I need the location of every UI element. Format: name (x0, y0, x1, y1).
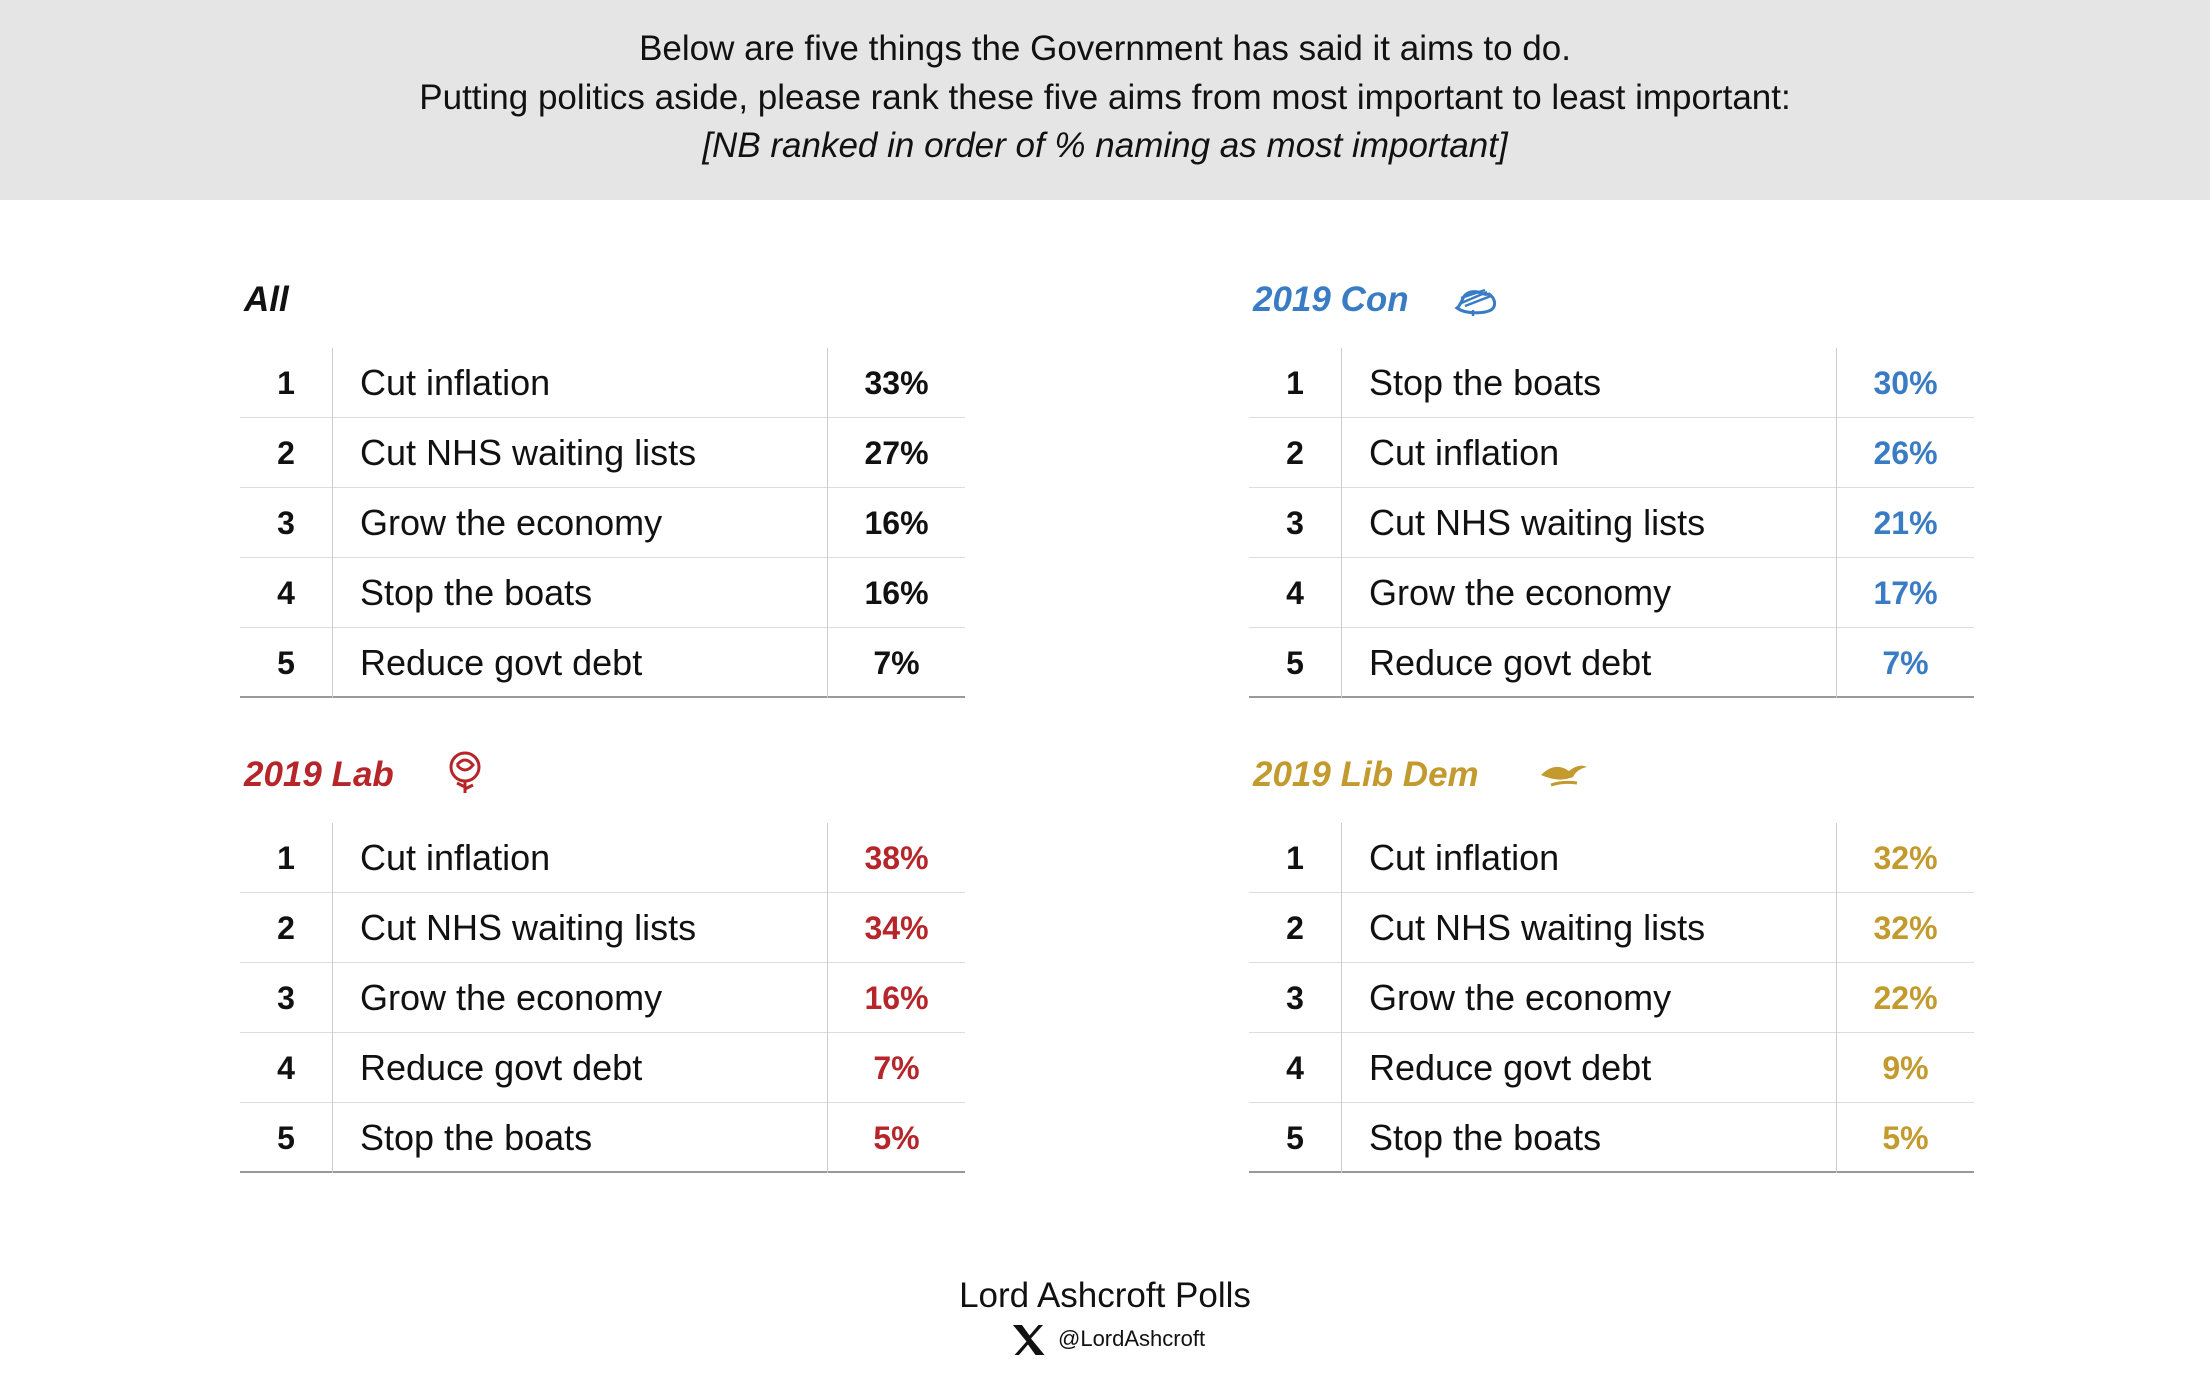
aim: Grow the economy (332, 488, 827, 558)
aim: Reduce govt debt (332, 1033, 827, 1103)
aim: Cut NHS waiting lists (332, 893, 827, 963)
percentage: 17% (1836, 558, 1974, 628)
percentage: 7% (827, 1033, 965, 1103)
rank: 5 (1286, 1120, 1304, 1156)
percentage: 38% (827, 823, 965, 893)
rank: 3 (277, 980, 295, 1016)
table-row: 3 Grow the economy 16% (240, 963, 965, 1033)
rank: 3 (1286, 505, 1304, 541)
ranking-table: 2019 Con 1 Stop the boats 30% 2 Cut inflation… (1249, 280, 1974, 698)
aim: Grow the economy (1341, 963, 1836, 1033)
rank: 3 (1286, 980, 1304, 1016)
table-title: 2019 Con (1253, 280, 1409, 319)
aim: Cut inflation (332, 823, 827, 893)
rank: 2 (277, 910, 295, 946)
header: Below are five things the Government has… (0, 0, 2210, 200)
percentage: 16% (827, 488, 965, 558)
header-line: Putting politics aside, please rank thes… (419, 78, 1791, 117)
table-row: 5 Stop the boats 5% (240, 1103, 965, 1173)
table-row: 5 Stop the boats 5% (1249, 1103, 1974, 1173)
rank: 2 (1286, 910, 1304, 946)
party-logo (1454, 288, 1497, 316)
table-row: 4 Reduce govt debt 9% (1249, 1033, 1974, 1103)
rank: 1 (1286, 365, 1304, 401)
aim: Stop the boats (1341, 348, 1836, 418)
aim: Reduce govt debt (1341, 1033, 1836, 1103)
percentage: 34% (827, 893, 965, 963)
rank: 5 (1286, 645, 1304, 681)
percentage: 9% (1836, 1033, 1974, 1103)
aim: Cut NHS waiting lists (332, 418, 827, 488)
rank: 5 (277, 645, 295, 681)
x-logo (1013, 1325, 1045, 1355)
aim: Cut NHS waiting lists (1341, 488, 1836, 558)
percentage: 21% (1836, 488, 1974, 558)
aim: Cut inflation (332, 348, 827, 418)
table-row: 5 Reduce govt debt 7% (240, 628, 965, 698)
rank: 2 (1286, 435, 1304, 471)
percentage: 30% (1836, 348, 1974, 418)
percentage: 16% (827, 558, 965, 628)
aim: Cut NHS waiting lists (1341, 893, 1836, 963)
header-line: Below are five things the Government has… (639, 29, 1571, 68)
table-row: 1 Cut inflation 38% (240, 823, 965, 893)
percentage: 16% (827, 963, 965, 1033)
table-row: 4 Reduce govt debt 7% (240, 1033, 965, 1103)
aim: Grow the economy (332, 963, 827, 1033)
ranking-table: 2019 Lib Dem 1 Cut inflation 32% 2 Cut NHS wa… (1249, 755, 1974, 1173)
percentage: 27% (827, 418, 965, 488)
table-row: 4 Stop the boats 16% (240, 558, 965, 628)
percentage: 7% (1836, 628, 1974, 698)
table-row: 3 Cut NHS waiting lists 21% (1249, 488, 1974, 558)
table-row: 1 Cut inflation 33% (240, 348, 965, 418)
aim: Stop the boats (332, 1103, 827, 1173)
aim: Cut inflation (1341, 823, 1836, 893)
aim: Cut inflation (1341, 418, 1836, 488)
rank: 3 (277, 505, 295, 541)
table-row: 2 Cut NHS waiting lists 27% (240, 418, 965, 488)
aim: Reduce govt debt (332, 628, 827, 698)
table-row: 3 Grow the economy 22% (1249, 963, 1974, 1033)
rank: 1 (1286, 840, 1304, 876)
aim: Grow the economy (1341, 558, 1836, 628)
table-row: 4 Grow the economy 17% (1249, 558, 1974, 628)
table-row: 5 Reduce govt debt 7% (1249, 628, 1974, 698)
percentage: 5% (827, 1103, 965, 1173)
table-row: 2 Cut NHS waiting lists 32% (1249, 893, 1974, 963)
percentage: 33% (827, 348, 965, 418)
rank: 4 (277, 1050, 295, 1086)
table-row: 1 Cut inflation 32% (1249, 823, 1974, 893)
percentage: 7% (827, 628, 965, 698)
table-row: 3 Grow the economy 16% (240, 488, 965, 558)
rank: 4 (1286, 575, 1304, 611)
header-note: [NB ranked in order of % naming as most … (702, 126, 1508, 165)
table-row: 1 Stop the boats 30% (1249, 348, 1974, 418)
party-logo (1541, 765, 1587, 787)
rank: 2 (277, 435, 295, 471)
percentage: 5% (1836, 1103, 1974, 1173)
rank: 4 (1286, 1050, 1304, 1086)
aim: Reduce govt debt (1341, 628, 1836, 698)
table-title: 2019 Lib Dem (1253, 755, 1479, 794)
table-row: 2 Cut inflation 26% (1249, 418, 1974, 488)
aim: Stop the boats (332, 558, 827, 628)
rank: 1 (277, 840, 295, 876)
table-row: 2 Cut NHS waiting lists 34% (240, 893, 965, 963)
percentage: 32% (1836, 823, 1974, 893)
party-logo (449, 751, 481, 793)
rank: 4 (277, 575, 295, 611)
ranking-table: 2019 Lab 1 Cut inflation 38% 2 Cut NHS waitin… (240, 751, 965, 1173)
footer-brand: Lord Ashcroft Polls (959, 1276, 1251, 1315)
aim: Stop the boats (1341, 1103, 1836, 1173)
percentage: 22% (1836, 963, 1974, 1033)
percentage: 32% (1836, 893, 1974, 963)
rank: 1 (277, 365, 295, 401)
table-title: All (244, 280, 289, 319)
rank: 5 (277, 1120, 295, 1156)
ranking-table: All 1 Cut inflation 33% 2 Cut NHS waiting lis… (240, 280, 965, 698)
percentage: 26% (1836, 418, 1974, 488)
footer-handle: @LordAshcroft (1058, 1326, 1206, 1351)
table-title: 2019 Lab (244, 755, 394, 794)
